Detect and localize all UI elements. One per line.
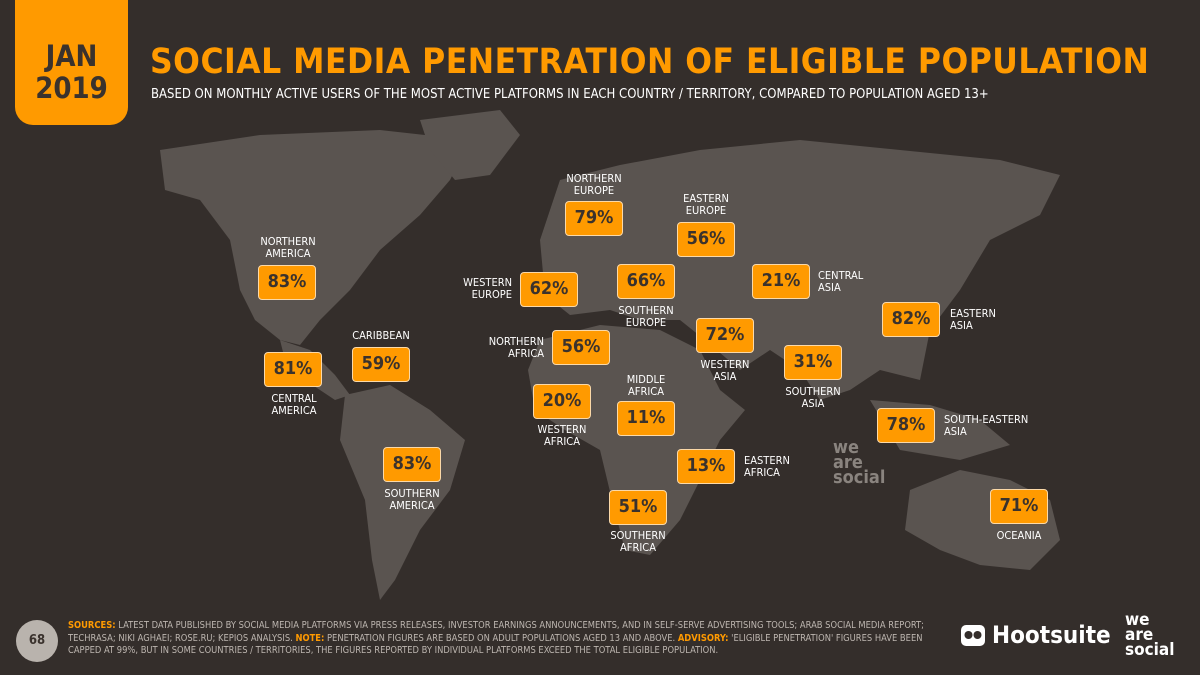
advisory-label: ADVISORY: xyxy=(677,632,729,644)
region-label-northern-america: NORTHERN AMERICA xyxy=(260,235,316,260)
region-label-eastern-asia: EASTERN ASIA xyxy=(950,307,996,332)
region-label-southern-asia: SOUTHERN ASIA xyxy=(785,385,841,410)
value-box-northern-europe: 79% xyxy=(565,201,623,236)
value-box-south-eastern-asia: 78% xyxy=(877,408,935,443)
region-label-southern-america: SOUTHERN AMERICA xyxy=(384,487,440,512)
region-label-southern-europe: SOUTHERN EUROPE xyxy=(618,304,674,329)
value-box-middle-africa: 11% xyxy=(617,401,675,436)
note-text: PENETRATION FIGURES ARE BASED ON ADULT P… xyxy=(324,632,678,644)
page-number: 68 xyxy=(16,620,58,662)
region-label-central-asia: CENTRAL ASIA xyxy=(818,269,864,294)
value-box-central-america: 81% xyxy=(264,352,322,387)
value-box-caribbean: 59% xyxy=(352,347,410,382)
region-label-western-europe: WESTERN EUROPE xyxy=(463,276,512,301)
value-box-western-africa: 20% xyxy=(533,384,591,419)
value-box-western-europe: 62% xyxy=(520,272,578,307)
region-label-northern-africa: NORTHERN AFRICA xyxy=(488,335,544,360)
value-box-eastern-africa: 13% xyxy=(677,449,735,484)
advisory-text: 'ELIGIBLE PENETRATION' FIGURES HAVE BEEN… xyxy=(68,632,923,657)
value-box-northern-america: 83% xyxy=(258,265,316,300)
region-label-middle-africa: MIDDLE AFRICA xyxy=(626,373,666,398)
we-are-social-logo: we are social xyxy=(1125,610,1175,660)
hootsuite-text: Hootsuite xyxy=(992,621,1111,649)
owl-icon xyxy=(961,625,985,646)
date-badge: JAN 2019 xyxy=(15,0,128,125)
region-label-southern-africa: SOUTHERN AFRICA xyxy=(610,529,666,554)
hootsuite-logo: Hootsuite xyxy=(960,621,1111,649)
region-label-central-america: CENTRAL AMERICA xyxy=(271,392,317,417)
value-box-central-asia: 21% xyxy=(752,264,810,299)
sources-note: SOURCES: LATEST DATA PUBLISHED BY SOCIAL… xyxy=(68,620,928,658)
region-label-northern-europe: NORTHERN EUROPE xyxy=(566,172,622,197)
date-month: JAN xyxy=(45,39,98,73)
value-box-northern-africa: 56% xyxy=(552,330,610,365)
value-box-southern-asia: 31% xyxy=(784,345,842,380)
south-america-shape xyxy=(340,385,465,600)
value-box-southern-europe: 66% xyxy=(617,264,675,299)
value-box-southern-america: 83% xyxy=(383,447,441,482)
north-america-shape xyxy=(160,130,470,345)
value-box-oceania: 71% xyxy=(990,489,1048,524)
region-label-western-asia: WESTERN ASIA xyxy=(700,358,750,383)
greenland-shape xyxy=(420,110,520,180)
region-label-south-eastern-asia: SOUTH-EASTERN ASIA xyxy=(944,413,1029,438)
value-box-eastern-asia: 82% xyxy=(882,302,940,337)
region-label-western-africa: WESTERN AFRICA xyxy=(537,423,587,448)
note-label: NOTE: xyxy=(295,632,325,644)
sources-label: SOURCES: xyxy=(68,620,116,631)
value-box-western-asia: 72% xyxy=(696,318,754,353)
region-label-oceania: OCEANIA xyxy=(996,529,1042,542)
we-are-social-watermark: we are social xyxy=(833,437,886,488)
value-box-southern-africa: 51% xyxy=(609,490,667,525)
value-box-eastern-europe: 56% xyxy=(677,222,735,257)
page-subtitle: BASED ON MONTHLY ACTIVE USERS OF THE MOS… xyxy=(151,87,989,102)
page-title: SOCIAL MEDIA PENETRATION OF ELIGIBLE POP… xyxy=(150,42,1150,82)
region-label-caribbean: CARIBBEAN xyxy=(352,329,410,342)
date-year: 2019 xyxy=(35,71,108,105)
region-label-eastern-europe: EASTERN EUROPE xyxy=(683,192,729,217)
sources-text: LATEST DATA PUBLISHED BY SOCIAL MEDIA PL… xyxy=(68,620,924,644)
region-label-eastern-africa: EASTERN AFRICA xyxy=(744,454,790,479)
africa-shape xyxy=(528,325,745,555)
